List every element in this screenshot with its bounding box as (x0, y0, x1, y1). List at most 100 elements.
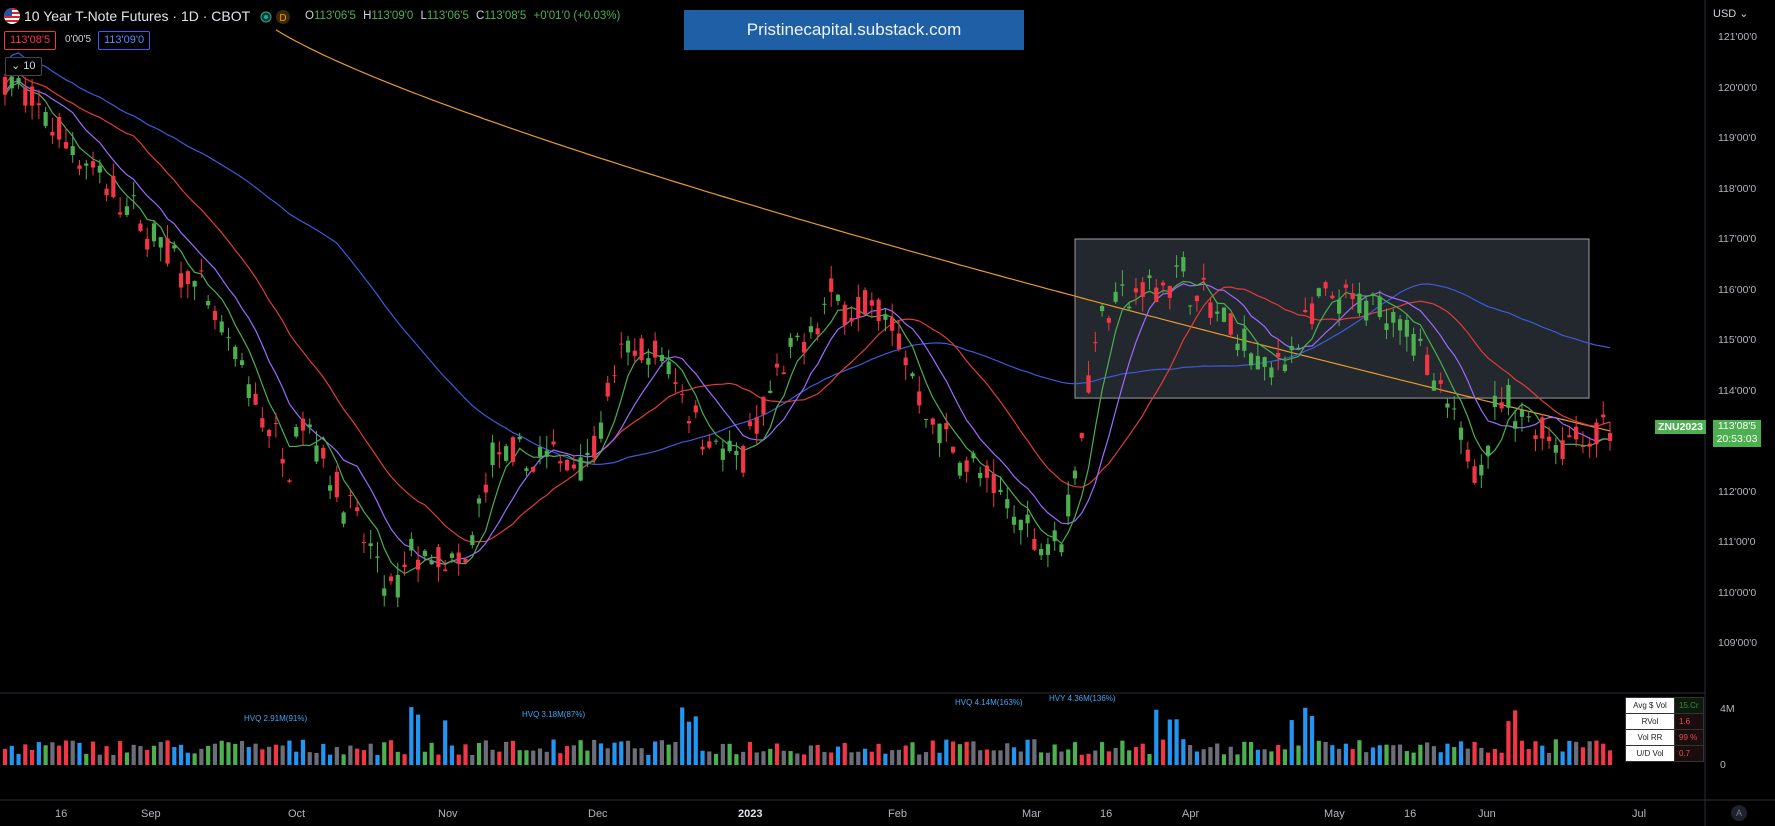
candle-body (585, 452, 590, 456)
candle-body (206, 301, 211, 306)
volume-bar (998, 750, 1003, 765)
chevron-down-icon: ⌄ (1736, 8, 1749, 20)
volume-bar (29, 749, 35, 765)
candle-body (564, 459, 570, 471)
tradingview-logo-icon[interactable]: A (1731, 805, 1747, 821)
volume-annotation: HVY 4.36M(136%) (1049, 694, 1116, 703)
volume-bar (138, 746, 143, 765)
bid-price-button[interactable]: 113'08'5 (4, 31, 57, 50)
candle-body (890, 317, 895, 331)
candle-body (1533, 435, 1538, 440)
candle-body (1296, 347, 1301, 350)
candle-body (361, 542, 367, 544)
volume-bar (9, 745, 14, 765)
volume-bar (646, 754, 651, 765)
candle-body (1215, 311, 1220, 314)
volume-bar (416, 714, 421, 765)
volume-bar (219, 740, 224, 765)
candle-body (957, 462, 962, 476)
candle-body (788, 337, 793, 347)
candle-body (260, 418, 265, 428)
ma-short-line (4, 82, 1611, 575)
candle-body (1201, 277, 1206, 280)
symbol-title[interactable]: 10 Year T-Note Futures · 1D · CBOT (24, 8, 251, 24)
volume-bar (463, 744, 468, 765)
candle-body (680, 393, 685, 395)
volume-bar (1431, 746, 1437, 765)
candle-body (666, 361, 671, 375)
candle-body (2, 77, 8, 95)
volume-bar (876, 743, 881, 765)
candle-body (1276, 352, 1281, 357)
volume-bar (84, 753, 89, 765)
price-axis-label: 118'00'0 (1718, 182, 1757, 195)
table-row: Vol RR 99 % (1625, 729, 1704, 746)
candle-body (517, 436, 522, 440)
volume-bar (659, 740, 664, 765)
data-status-icon[interactable]: D (260, 9, 294, 25)
candle-body (443, 569, 448, 572)
volume-bar (1479, 747, 1484, 765)
volume-bar (1221, 754, 1227, 765)
candle-body (118, 212, 123, 215)
volume-bar (124, 752, 129, 765)
volume-bar (294, 751, 299, 765)
candle-body (1167, 285, 1172, 298)
candle-body (341, 512, 346, 524)
candle-body (998, 489, 1003, 493)
candle-body (63, 142, 69, 149)
volume-bar (355, 748, 360, 765)
candle-body (727, 440, 732, 452)
indicators-toggle[interactable]: ⌄ 10 (5, 57, 42, 76)
volume-bar (375, 754, 380, 765)
candle-body (1309, 303, 1315, 325)
candle-body (416, 559, 421, 570)
volume-bar (1567, 740, 1572, 765)
volume-bar (158, 741, 163, 765)
volume-bar (686, 721, 692, 765)
volume-bar (1574, 741, 1579, 765)
ohlc-open-value: 113'06'5 (313, 10, 356, 22)
indicator-count: 10 (23, 60, 36, 72)
volume-bar (178, 744, 184, 765)
volume-bar (23, 744, 28, 765)
volume-bar (666, 744, 671, 765)
candle-body (158, 237, 163, 248)
volume-bar (1208, 747, 1213, 765)
ma-long-line (275, 29, 1611, 432)
candle-body (761, 396, 766, 415)
volume-bar (1106, 751, 1111, 765)
volume-bar (1472, 741, 1477, 765)
volume-bar (246, 747, 251, 765)
candle-body (226, 337, 231, 339)
currency-selector[interactable]: USD ⌄ (1713, 7, 1749, 20)
ohlc-readout: O113'06'5 H113'09'0 L113'06'5 C113'08'5 … (305, 10, 624, 22)
volume-bar (111, 754, 116, 765)
volume-bar (917, 754, 922, 765)
candle-body (57, 116, 62, 140)
candle-body (612, 375, 617, 377)
candle-body (1337, 299, 1342, 314)
volume-bar (774, 743, 780, 765)
ask-price-button[interactable]: 113'09'0 (98, 31, 151, 50)
volume-bar (1025, 739, 1030, 765)
ohlc-high-key: H (363, 10, 372, 22)
volume-bar (1323, 742, 1328, 765)
candle-body (531, 466, 536, 472)
candle-body (883, 314, 888, 320)
candle-body (253, 393, 258, 405)
candle-body (1553, 445, 1558, 453)
time-axis-label: Apr (1182, 808, 1200, 820)
volume-bar (185, 752, 190, 765)
volume-bar (1154, 709, 1159, 765)
volume-bar (551, 739, 556, 765)
volume-bar (1540, 745, 1545, 765)
candle-body (1479, 464, 1484, 476)
candle-body (192, 280, 197, 287)
ohlc-open-key: O (305, 10, 314, 22)
volume-bar (395, 751, 400, 765)
candle-body (1140, 282, 1145, 298)
candle-body (436, 547, 441, 568)
